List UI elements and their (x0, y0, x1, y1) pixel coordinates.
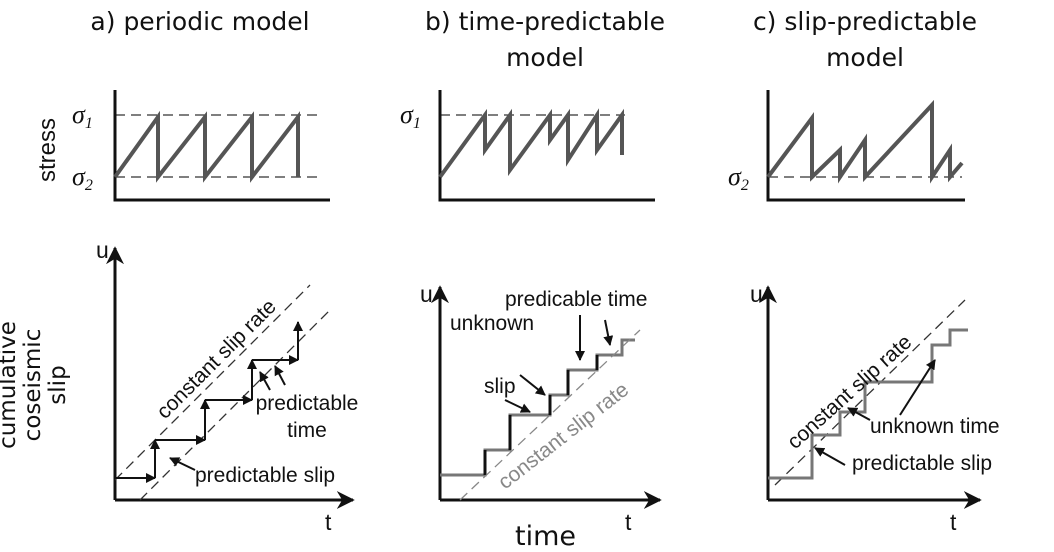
axis-label-line: cumulative (0, 321, 21, 449)
axes (438, 90, 655, 202)
annotation: unknown (450, 312, 534, 335)
t-label: t (625, 509, 632, 535)
stress-curve (438, 108, 624, 179)
rate-line (139, 309, 331, 501)
subscript: 2 (741, 177, 749, 194)
u-label: u (750, 281, 763, 307)
pointer (814, 447, 846, 466)
pointer (603, 319, 614, 346)
annotation: unknown time (870, 415, 1000, 438)
symbol: σ (728, 162, 742, 191)
x-label: time (515, 521, 576, 552)
rate-line (774, 299, 966, 486)
pointer (504, 399, 531, 413)
sigma-label: σ2 (728, 162, 749, 194)
stress-curve (113, 110, 300, 183)
staircase (440, 338, 635, 477)
axis-label: stress (34, 118, 61, 182)
sigma-label: σ1 (400, 100, 421, 132)
pointer (899, 359, 936, 416)
sigma-label: σ1 (72, 100, 93, 132)
sigma-label: σ2 (72, 162, 93, 194)
u-label: u (96, 237, 109, 263)
annotation: slip (484, 375, 516, 398)
title: model (826, 43, 904, 72)
rate-line (459, 329, 641, 501)
title: c) slip-predictable (753, 7, 977, 36)
slip-segments (483, 355, 599, 475)
title: model (506, 43, 584, 72)
staircase (768, 328, 968, 480)
pointer (519, 374, 546, 396)
annotation: predictable slip (852, 452, 992, 475)
u-label: u (420, 281, 433, 307)
subscript: 1 (413, 115, 421, 132)
subscript: 2 (85, 177, 93, 194)
staircase (115, 321, 303, 483)
t-label: t (325, 509, 332, 535)
title: a) periodic model (90, 7, 309, 36)
subscript: 1 (85, 115, 93, 132)
symbol: σ (400, 100, 414, 129)
axis-label: cumulativecoseismicslip (0, 321, 71, 449)
axes (766, 90, 965, 202)
annotation: time (287, 419, 327, 442)
t-label: t (950, 509, 957, 535)
axis-label-line: coseismic (20, 329, 46, 442)
annotation: predictable slip (195, 464, 335, 487)
axes (113, 90, 330, 202)
axis-label-line: slip (45, 365, 71, 404)
symbol: σ (72, 100, 86, 129)
stress-curve (766, 99, 964, 184)
pointer (847, 407, 871, 421)
symbol: σ (72, 162, 86, 191)
rate-line (114, 284, 311, 481)
title: b) time-predictable (425, 7, 665, 36)
annotation: predicable time (505, 288, 647, 311)
annotation: predictable (256, 392, 359, 415)
